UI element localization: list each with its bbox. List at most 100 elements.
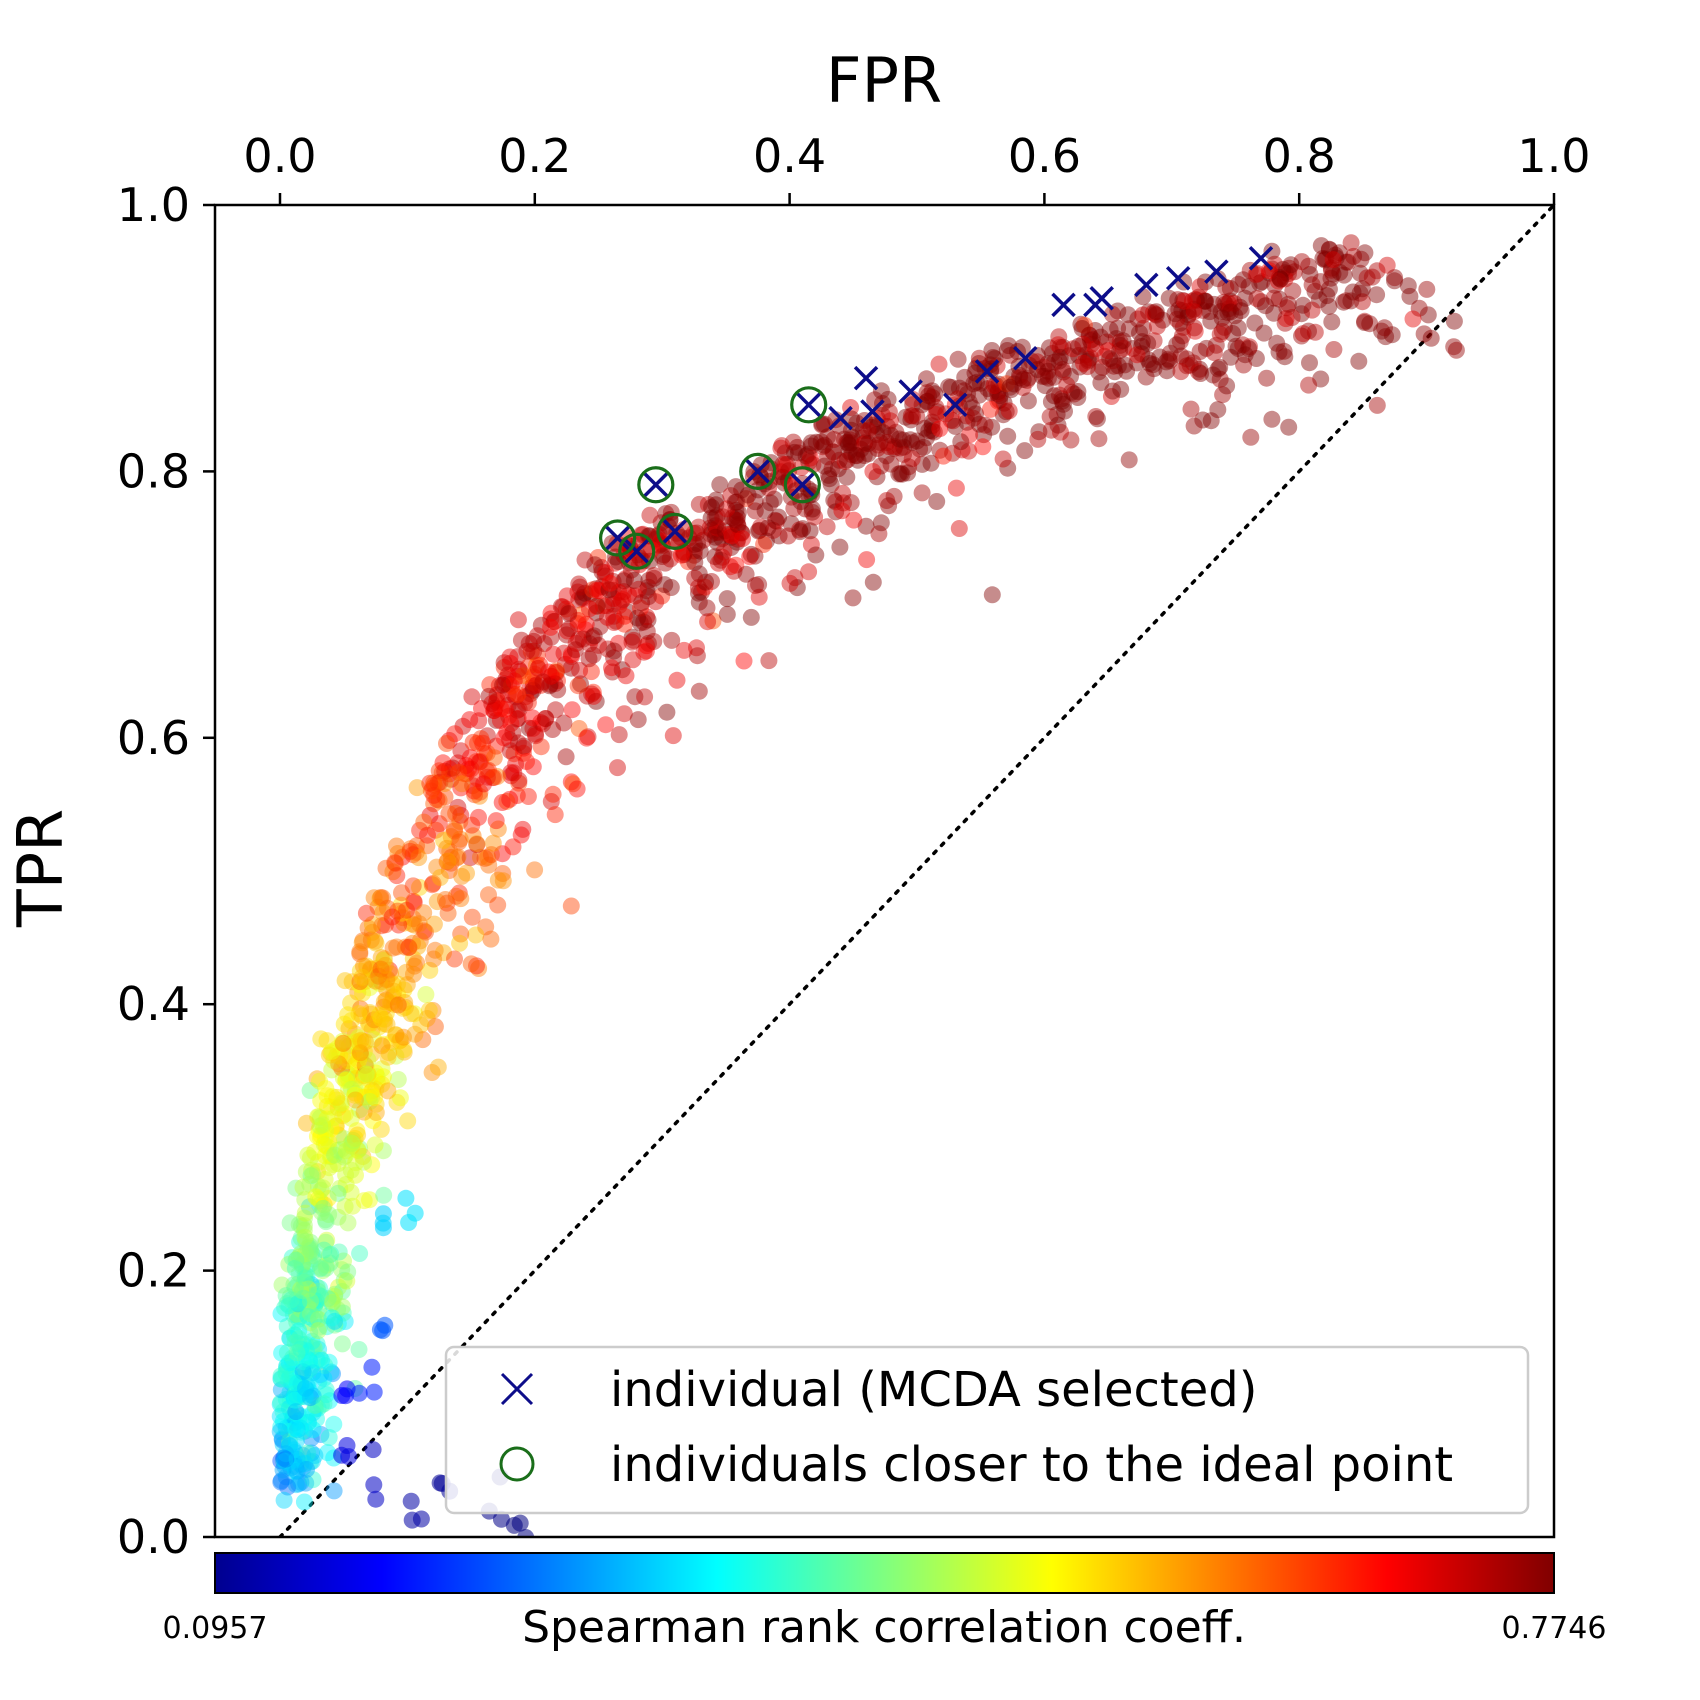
population-point [354,1032,372,1050]
population-point [353,1007,371,1025]
population-point [940,378,958,396]
population-point [1005,375,1023,393]
population-point [639,611,657,629]
population-point [334,1034,351,1052]
population-point [1172,347,1190,365]
population-point [348,1122,366,1140]
population-point [950,379,968,397]
population-point [845,511,863,529]
population-point [425,774,443,792]
population-point [303,1339,321,1357]
population-point [519,788,537,805]
population-point [299,1413,317,1431]
population-point [404,877,422,895]
population-point [293,1256,311,1274]
population-point [331,1047,349,1065]
population-point [499,686,517,703]
population-point [976,416,994,434]
population-point [1240,340,1258,358]
population-point [689,579,707,597]
population-point [304,1471,322,1489]
population-point [472,753,490,771]
population-point [308,1127,326,1145]
population-point [370,967,388,985]
population-point [275,1449,293,1467]
population-point [436,788,454,806]
population-point [1107,330,1125,348]
ideal-point-circle [739,452,777,490]
population-point [351,1045,369,1063]
population-point [606,554,624,572]
population-point [393,904,411,922]
population-point [452,925,470,943]
population-point [1178,357,1196,375]
population-point [1050,352,1068,370]
population-point [552,598,570,616]
population-point [350,1029,367,1047]
population-point [893,465,911,483]
population-point [1351,284,1369,302]
population-point [306,1396,324,1414]
population-point [645,567,663,584]
population-point [324,1088,341,1106]
population-point [1191,343,1209,360]
population-point [1368,262,1386,280]
population-point [1093,358,1111,376]
population-point [856,434,874,452]
population-point [1252,293,1270,311]
population-point [1014,379,1032,396]
population-point [892,465,910,482]
population-point [859,422,877,440]
population-point [385,982,403,1000]
population-point [679,553,697,571]
population-point [291,1308,308,1326]
population-point [290,1374,308,1392]
population-point [722,528,740,546]
population-point [1020,369,1038,387]
population-point [1029,430,1047,448]
population-point [785,443,803,461]
population-point [534,715,552,733]
legend-label-selected: individual (MCDA selected) [610,1362,1257,1418]
population-point [272,1370,290,1388]
population-point [468,836,486,853]
population-point [485,702,503,719]
population-point [427,821,445,839]
population-point [281,1214,299,1232]
population-point [546,613,564,631]
population-point [609,759,626,777]
population-point [1186,322,1204,340]
population-point [1327,249,1345,267]
population-point [1236,289,1254,307]
population-point [363,1021,381,1039]
population-point [388,837,405,855]
population-point [1260,262,1278,280]
population-point [1219,304,1237,321]
population-point [1040,339,1058,357]
population-point [333,1059,351,1077]
x-tick-label: 0.0 [243,129,316,183]
population-point [371,889,389,907]
population-point [308,1410,325,1428]
population-point [374,962,392,980]
population-point [281,1329,299,1347]
population-point [725,562,743,580]
population-point [1445,312,1463,330]
population-point [589,549,607,566]
population-point [766,511,784,529]
population-point [1147,306,1165,324]
population-point [739,486,757,504]
population-point [317,1137,335,1155]
population-point [1211,325,1229,343]
population-point [1185,303,1203,321]
mcda-selected-point [1204,259,1229,284]
population-point [1358,269,1376,287]
population-point [623,628,641,646]
population-point [878,434,896,451]
population-point [1229,319,1247,337]
population-point [355,1153,373,1171]
population-point [291,1407,308,1425]
population-point [323,1290,340,1308]
population-point [970,386,988,404]
population-point [555,714,573,732]
